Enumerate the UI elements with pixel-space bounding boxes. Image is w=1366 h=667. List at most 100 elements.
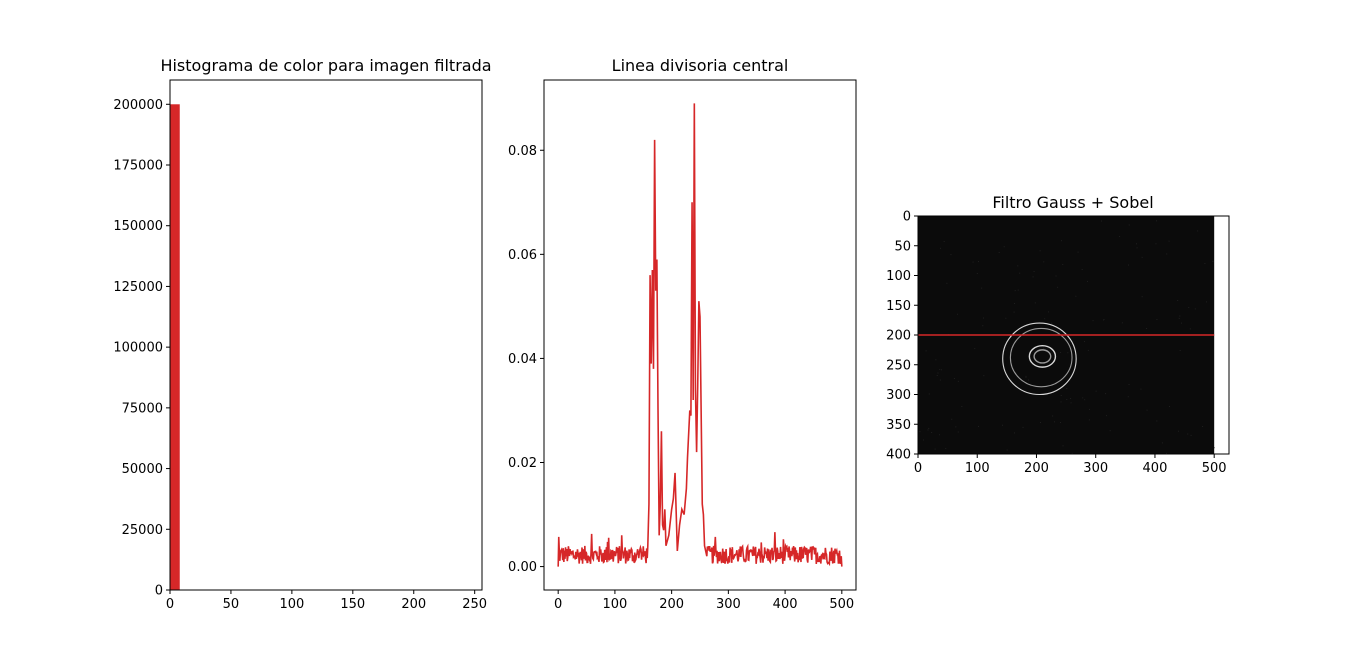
image-noise-speckle (955, 426, 957, 428)
histogram-y-tick-label: 125000 (113, 280, 163, 295)
image-noise-speckle (925, 350, 927, 352)
histogram-bar (170, 104, 180, 591)
image-noise-speckle (1088, 419, 1090, 421)
image-noise-speckle (1060, 352, 1062, 353)
image-noise-speckle (1128, 264, 1129, 266)
image-noise-speckle (978, 425, 979, 427)
image-chart-y-tick-label: 0 (903, 210, 911, 225)
image-noise-speckle (1014, 432, 1015, 434)
image-noise-speckle (1136, 247, 1138, 249)
image-noise-speckle (941, 369, 943, 371)
line-chart-x-ticks: 0 100 200 300 400 500 (554, 590, 854, 612)
image-noise-speckle (1166, 253, 1168, 255)
line-chart-x-tick-label: 200 (659, 597, 684, 612)
image-noise-speckle (1168, 406, 1170, 407)
histogram-y-tick-label: 150000 (113, 219, 163, 234)
image-noise-speckle (974, 348, 976, 350)
image-chart-y-tick-label: 200 (886, 329, 911, 344)
image-chart-y-tick-label: 300 (886, 388, 911, 403)
image-noise-speckle (983, 317, 984, 319)
image-noise-speckle (957, 431, 959, 433)
image-noise-speckle (1156, 220, 1157, 222)
line-chart-x-tick-label: 300 (716, 597, 741, 612)
image-noise-speckle (1034, 302, 1036, 304)
histogram-x-tick-label: 0 (166, 597, 174, 612)
image-noise-speckle (1061, 240, 1062, 242)
edge-ring (1009, 327, 1073, 388)
line-chart: Linea divisoria central 0 100 200 300 400 500… (508, 56, 857, 612)
image-noise-speckle (1202, 426, 1204, 427)
image-noise-speckle (1062, 445, 1064, 447)
image-noise-speckle (1077, 251, 1079, 253)
histogram-x-tick-label: 150 (340, 597, 365, 612)
line-chart-x-tick-label: 400 (773, 597, 798, 612)
image-noise-speckle (946, 282, 948, 284)
image-chart-y-tick-label: 400 (886, 448, 911, 463)
image-noise-speckle (1146, 409, 1148, 411)
histogram-y-tick-label: 200000 (113, 98, 163, 113)
image-noise-speckle (950, 254, 952, 256)
image-noise-speckle (1017, 289, 1019, 291)
line-chart-x-tick-label: 100 (602, 597, 627, 612)
image-noise-speckle (983, 375, 985, 377)
image-noise-speckle (943, 241, 945, 242)
image-noise-speckle (1040, 422, 1041, 423)
line-chart-title: Linea divisoria central (612, 56, 789, 75)
image-chart-y-tick-label: 50 (894, 239, 911, 254)
image-noise-speckle (934, 448, 936, 450)
image-noise-speckle (1206, 301, 1207, 303)
edge-ring (1002, 322, 1077, 396)
image-noise-speckle (1060, 421, 1061, 423)
image-noise-speckle (1188, 307, 1190, 309)
image-noise-speckle (1048, 311, 1049, 313)
histogram-y-tick-label: 0 (155, 584, 163, 599)
image-noise-speckle (1166, 452, 1167, 454)
line-chart-x-tick-label: 0 (554, 597, 562, 612)
image-chart-x-tick-label: 100 (965, 461, 990, 476)
image-noise-speckle (982, 325, 984, 327)
histogram-y-tick-label: 50000 (122, 462, 163, 477)
image-noise-speckle (939, 434, 941, 436)
image-noise-speckle (931, 432, 933, 433)
histogram-chart: Histograma de color para imagen filtrada… (113, 56, 491, 612)
image-noise-speckle (937, 372, 939, 374)
histogram-y-ticks: 0 25000 50000 75000 100000 125000 150000 175000… (113, 98, 170, 599)
image-noise-speckle (1181, 322, 1182, 324)
image-noise-speckle (1013, 311, 1015, 313)
image-noise-speckle (957, 380, 959, 382)
histogram-y-tick-label: 100000 (113, 341, 163, 356)
image-noise-speckle (1189, 328, 1191, 330)
image-noise-speckle (1089, 408, 1090, 410)
image-noise-speckle (1002, 424, 1003, 426)
image-noise-speckle (945, 447, 947, 449)
image-noise-speckle (1106, 415, 1107, 417)
image-noise-speckle (1067, 352, 1069, 354)
image-noise-speckle (1136, 243, 1137, 245)
line-chart-y-tick-label: 0.08 (508, 144, 537, 159)
image-noise-speckle (1075, 295, 1077, 297)
image-noise-speckle (998, 252, 1000, 253)
image-noise-speckle (935, 359, 937, 361)
image-noise-speckle (1066, 388, 1068, 389)
image-noise-speckle (1140, 388, 1142, 390)
image-noise-speckle (1070, 402, 1072, 404)
image-noise-speckle (1155, 243, 1157, 245)
image-noise-speckle (1003, 246, 1005, 248)
line-chart-y-ticks: 0.00 0.02 0.04 0.06 0.08 (508, 144, 544, 575)
image-noise-speckle (1103, 319, 1104, 321)
image-noise-speckle (1060, 395, 1062, 396)
image-noise-speckle (1025, 375, 1027, 377)
image-noise-speckle (1014, 303, 1015, 305)
image-noise-speckle (1141, 256, 1143, 258)
image-chart-x-tick-label: 400 (1143, 461, 1168, 476)
image-chart-y-tick-label: 150 (886, 299, 911, 314)
histogram-x-tick-label: 50 (223, 597, 240, 612)
edge-ring (1028, 345, 1057, 368)
image-noise-speckle (1057, 286, 1059, 288)
image-noise-speckle (1092, 320, 1094, 322)
image-noise-speckle (1213, 447, 1215, 449)
image-noise-speckle (1146, 328, 1148, 329)
image-noise-speckle (1032, 276, 1034, 278)
image-noise-speckle (1127, 396, 1129, 398)
image-noise-speckle (1119, 236, 1121, 237)
